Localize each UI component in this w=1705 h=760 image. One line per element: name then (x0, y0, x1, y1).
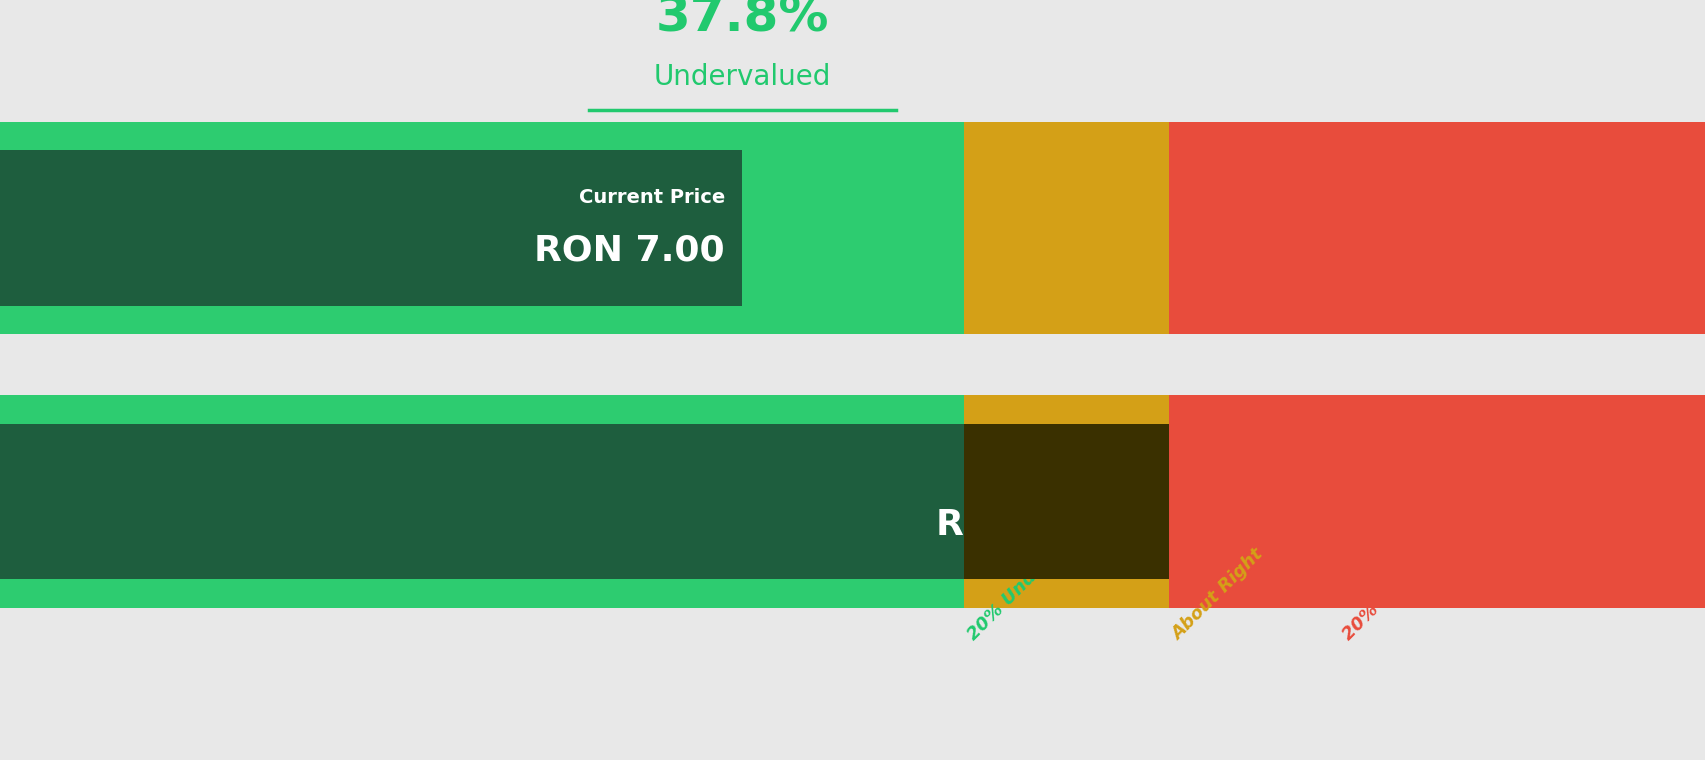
Bar (1168, 395, 1705, 608)
Text: 20% Undervalued: 20% Undervalued (963, 505, 1103, 644)
Bar (0, 122, 963, 334)
Bar (963, 424, 1168, 579)
Bar (0, 150, 742, 306)
Bar (963, 395, 1168, 608)
Bar (963, 122, 1168, 334)
Bar (0, 395, 963, 608)
Text: RON 11.25: RON 11.25 (936, 508, 1151, 541)
Text: RON 7.00: RON 7.00 (534, 234, 725, 268)
Text: Current Price: Current Price (578, 188, 725, 207)
Text: 37.8%: 37.8% (655, 0, 829, 42)
Text: Fair Value: Fair Value (1042, 461, 1151, 481)
Bar (0, 424, 963, 579)
Text: 20% Overvalued: 20% Overvalued (1338, 514, 1468, 644)
Text: Undervalued: Undervalued (653, 63, 830, 91)
Bar (1168, 122, 1705, 334)
Text: About Right: About Right (1168, 545, 1267, 644)
